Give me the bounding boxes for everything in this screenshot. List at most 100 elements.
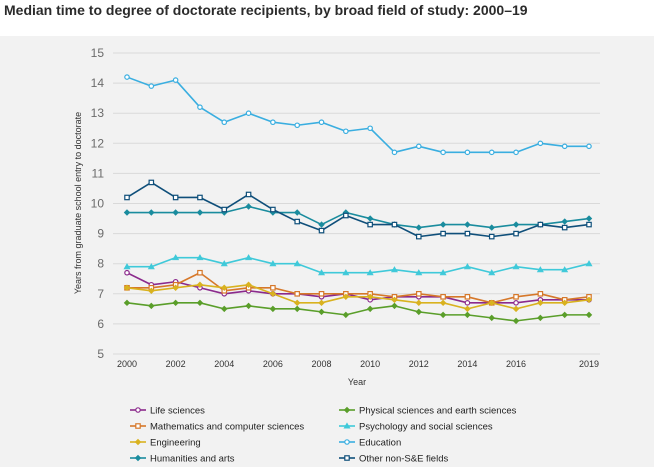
x-tick-label: 2002	[166, 359, 186, 369]
data-point-physical-sciences-and-earth-sciences	[366, 305, 374, 313]
data-point-physical-sciences-and-earth-sciences	[221, 305, 228, 313]
data-point-physical-sciences-and-earth-sciences	[391, 302, 398, 310]
data-point-education	[318, 119, 325, 126]
data-point-mathematics-and-computer-sciences	[537, 291, 544, 297]
data-point-education	[294, 122, 301, 129]
data-point-education	[124, 74, 130, 80]
y-tick-label: 15	[91, 46, 105, 60]
data-point-education	[343, 128, 349, 135]
data-point-engineering	[537, 299, 544, 307]
data-point-psychology-and-social-sciences	[585, 260, 593, 267]
data-point-life-sciences	[513, 300, 519, 306]
data-point-education	[172, 77, 179, 83]
x-tick-label: 2019	[579, 359, 599, 369]
data-point-humanities-and-arts	[318, 221, 325, 228]
legend-swatch-marker-engineering	[134, 438, 142, 446]
data-point-humanities-and-arts	[464, 221, 471, 228]
x-tick-label: 2014	[457, 359, 477, 369]
data-point-other-non-sande-fields	[367, 221, 373, 228]
data-point-other-non-sande-fields	[318, 227, 325, 234]
data-point-other-non-sande-fields	[221, 206, 228, 213]
data-point-engineering	[512, 305, 520, 313]
data-point-mathematics-and-computer-sciences	[197, 269, 203, 276]
legend-label-physical-sciences-and-earth-sciences: Physical sciences and earth sciences	[359, 406, 517, 417]
legend-label-humanities-and-arts: Humanities and arts	[150, 454, 235, 465]
series-line-life-sciences	[126, 272, 589, 304]
y-tick-label: 11	[92, 166, 105, 180]
data-point-engineering	[415, 299, 423, 307]
data-point-engineering	[561, 299, 568, 307]
data-point-other-non-sande-fields	[440, 230, 446, 237]
data-point-education	[197, 104, 203, 110]
legend-label-engineering: Engineering	[150, 438, 201, 449]
x-tick-label: 2010	[360, 359, 380, 369]
data-point-psychology-and-social-sciences	[415, 269, 423, 276]
data-point-education	[221, 119, 228, 126]
data-point-psychology-and-social-sciences	[536, 266, 544, 273]
legend-label-other-non-sande-fields: Other non-S&E fields	[359, 454, 448, 465]
data-point-other-non-sande-fields	[294, 218, 301, 225]
data-point-education	[148, 83, 155, 89]
y-tick-label: 10	[91, 197, 105, 211]
data-point-other-non-sande-fields	[245, 191, 252, 198]
y-tick-label: 13	[91, 106, 105, 120]
x-tick-label: 2016	[506, 359, 526, 369]
legend-swatch-marker-psychology-and-social-sciences	[343, 422, 351, 429]
data-point-humanities-and-arts	[585, 215, 593, 222]
data-point-psychology-and-social-sciences	[512, 263, 520, 270]
data-point-mathematics-and-computer-sciences	[513, 294, 519, 300]
data-point-education	[245, 110, 252, 117]
data-point-humanities-and-arts	[148, 209, 155, 216]
series-line-other-non-sande-fields	[126, 181, 590, 238]
page-title: Median time to degree of doctorate recip…	[4, 2, 528, 18]
series-line-psychology-and-social-sciences	[127, 256, 590, 274]
x-tick-label: 2006	[263, 359, 283, 369]
series-line-engineering	[126, 283, 590, 310]
data-point-education	[561, 143, 568, 150]
data-point-other-non-sande-fields	[270, 206, 276, 213]
data-point-psychology-and-social-sciences	[196, 254, 204, 261]
data-point-education	[586, 143, 592, 150]
data-point-other-non-sande-fields	[586, 221, 592, 228]
data-point-other-non-sande-fields	[148, 179, 155, 186]
data-point-humanities-and-arts	[366, 215, 374, 222]
y-tick-label: 14	[91, 76, 105, 90]
data-point-humanities-and-arts	[561, 218, 568, 225]
data-point-psychology-and-social-sciences	[269, 260, 277, 267]
data-point-physical-sciences-and-earth-sciences	[196, 299, 204, 307]
data-point-mathematics-and-computer-sciences	[318, 291, 325, 297]
data-point-mathematics-and-computer-sciences	[415, 291, 422, 297]
data-point-psychology-and-social-sciences	[366, 269, 374, 276]
x-tick-label: 2004	[214, 359, 234, 369]
data-point-other-non-sande-fields	[561, 224, 568, 231]
data-point-life-sciences	[464, 300, 471, 306]
data-point-other-non-sande-fields	[488, 233, 495, 240]
legend-swatch-marker-physical-sciences-and-earth-sciences	[343, 406, 351, 414]
data-point-other-non-sande-fields	[537, 221, 544, 228]
y-tick-label: 12	[91, 136, 105, 150]
data-point-other-non-sande-fields	[391, 221, 398, 228]
data-point-humanities-and-arts	[293, 209, 301, 216]
data-point-psychology-and-social-sciences	[561, 266, 569, 273]
series-line-humanities-and-arts	[127, 205, 590, 229]
data-point-other-non-sande-fields	[513, 230, 519, 237]
data-point-mathematics-and-computer-sciences	[464, 294, 471, 300]
series-line-education	[126, 76, 589, 154]
x-tick-label: 2000	[117, 359, 137, 369]
y-tick-label: 9	[97, 227, 104, 241]
data-point-education	[270, 119, 276, 126]
data-point-engineering	[293, 299, 301, 307]
y-tick-label: 5	[97, 347, 104, 361]
data-point-other-non-sande-fields	[343, 212, 349, 219]
data-point-engineering	[439, 299, 447, 307]
data-point-engineering	[123, 284, 131, 292]
data-point-other-non-sande-fields	[124, 194, 130, 201]
data-point-education	[440, 149, 446, 156]
data-point-education	[415, 143, 422, 150]
data-point-engineering	[196, 281, 204, 288]
data-point-other-non-sande-fields	[197, 194, 203, 201]
data-point-humanities-and-arts	[172, 209, 179, 216]
data-point-engineering	[221, 284, 228, 292]
legend-label-mathematics-and-computer-sciences: Mathematics and computer sciences	[150, 422, 304, 433]
